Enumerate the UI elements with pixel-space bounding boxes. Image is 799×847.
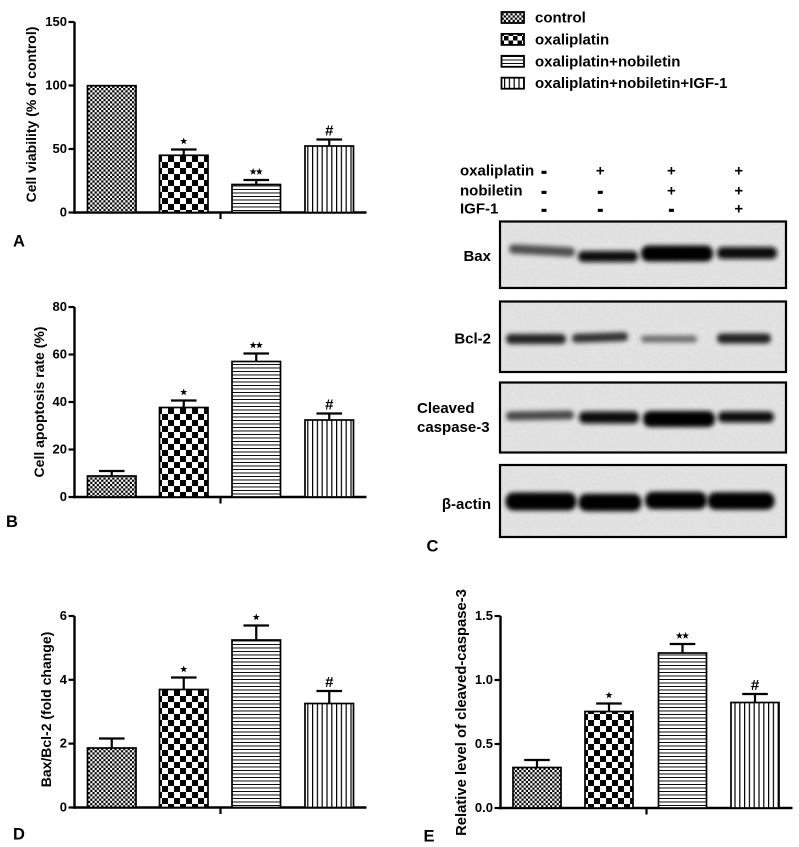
svg-text:80: 80 (53, 299, 67, 314)
svg-text:Cleaved: Cleaved (417, 400, 475, 417)
svg-text:E: E (424, 828, 435, 846)
svg-text:1.0: 1.0 (475, 672, 493, 687)
svg-text:+: + (734, 163, 743, 180)
svg-text:1.5: 1.5 (475, 608, 493, 623)
svg-text:#: # (751, 677, 760, 694)
svg-text:β-actin: β-actin (442, 496, 491, 513)
svg-text:control: control (535, 10, 586, 27)
svg-text:100: 100 (45, 78, 67, 93)
svg-text:0.0: 0.0 (475, 800, 493, 815)
svg-text:+: + (667, 183, 676, 200)
svg-text:#: # (325, 122, 334, 139)
svg-text:caspase-3: caspase-3 (417, 419, 490, 436)
svg-text:Cell apoptosis rate (%): Cell apoptosis rate (%) (31, 327, 47, 478)
svg-text:60: 60 (53, 347, 67, 362)
svg-text:50: 50 (53, 141, 67, 156)
svg-text:oxaliplatin+nobiletin+IGF-1: oxaliplatin+nobiletin+IGF-1 (535, 75, 728, 92)
svg-text:6: 6 (60, 608, 67, 623)
svg-text:0: 0 (60, 489, 67, 504)
svg-text:4: 4 (60, 672, 68, 687)
svg-text:20: 20 (53, 442, 67, 457)
svg-text:Bax: Bax (463, 248, 491, 265)
svg-text:oxaliplatin+nobiletin: oxaliplatin+nobiletin (535, 53, 680, 70)
svg-text:+: + (734, 201, 743, 218)
svg-text:A: A (13, 233, 25, 251)
svg-text:Bcl-2: Bcl-2 (454, 331, 491, 348)
svg-text:Cell viability (% of control): Cell viability (% of control) (23, 27, 39, 203)
svg-text:+: + (734, 183, 743, 200)
svg-text:0.5: 0.5 (475, 736, 493, 751)
svg-text:oxaliplatin: oxaliplatin (535, 31, 609, 48)
svg-text:Relative level of cleaved-casp: Relative level of cleaved-caspase-3 (454, 589, 470, 836)
svg-text:+: + (596, 163, 605, 180)
svg-text:150: 150 (45, 14, 67, 29)
svg-text:0: 0 (60, 205, 67, 220)
svg-text:40: 40 (53, 394, 67, 409)
svg-text:D: D (13, 826, 25, 844)
svg-text:#: # (325, 396, 334, 413)
svg-text:0: 0 (60, 800, 67, 815)
svg-text:2: 2 (60, 736, 67, 751)
svg-text:+: + (667, 163, 676, 180)
svg-text:C: C (427, 538, 439, 556)
svg-text:#: # (325, 674, 334, 691)
svg-text:Bax/Bcl-2 (fold change): Bax/Bcl-2 (fold change) (38, 632, 54, 788)
svg-text:IGF-1: IGF-1 (460, 201, 498, 218)
svg-text:oxaliplatin: oxaliplatin (460, 163, 534, 180)
svg-text:nobiletin: nobiletin (460, 183, 523, 200)
svg-text:B: B (6, 513, 18, 531)
